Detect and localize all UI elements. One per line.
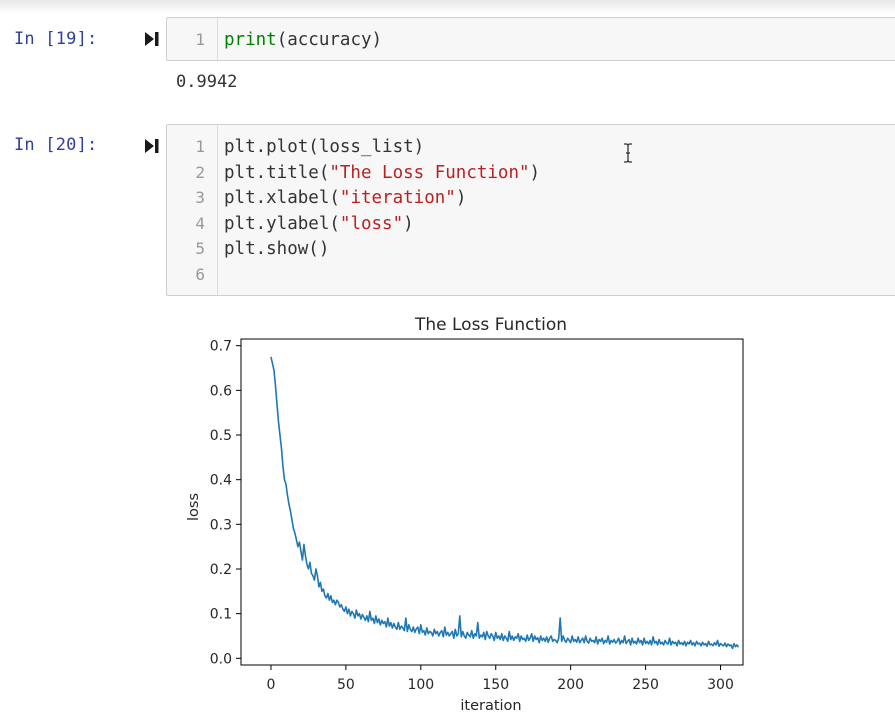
code-string: "iteration" [339,188,456,208]
code-text: plt.plot(loss_list) [224,134,424,160]
run-cell-icon[interactable] [144,31,160,47]
line-number: 1 [195,137,205,156]
input-prompt: In [20]: [14,135,98,155]
code-string: "The Loss Function" [329,162,530,183]
y-tick-label: 0.4 [210,473,232,489]
line-number: 4 [195,213,205,233]
code-cell-input[interactable]: 1 print(accuracy) [166,17,895,61]
y-tick-label: 0.0 [210,651,232,667]
run-cell-icon[interactable] [144,138,160,154]
line-number: 2 [195,162,205,182]
code-token: plt.xlabel( [224,188,340,208]
code-token: ) [403,213,414,234]
x-tick-label: 150 [482,677,509,693]
x-axis-label: iteration [460,698,521,714]
x-tick-label: 0 [267,677,276,693]
y-tick-label: 0.6 [210,383,232,399]
code-cell-input[interactable]: 1 plt.plot(loss_list) 2 plt.title("The Loss… [166,124,895,296]
x-tick-label: 200 [557,677,584,693]
code-string: "loss" [339,213,404,234]
code-keyword: print [224,30,277,50]
x-tick-label: 100 [407,677,434,693]
loss-series-line [270,356,740,650]
x-tick-label: 50 [337,677,355,693]
line-number: 5 [195,239,205,258]
code-token: plt.title( [224,162,330,183]
y-tick-label: 0.7 [210,339,232,355]
y-tick-label: 0.1 [210,607,232,623]
x-tick-label: 250 [632,677,659,693]
input-prompt: In [19]: [14,29,98,49]
code-token: plt.plot(loss_list) [224,137,425,157]
y-axis-label: loss [186,493,202,521]
chart-title: The Loss Function [414,315,567,335]
code-text: plt.ylabel("loss") [224,211,414,237]
line-number: 6 [195,264,205,284]
loss-chart: The Loss Function 0 50 100 150 200 250 300 0.0 0… [186,315,744,714]
x-tick-label: 300 [707,677,734,693]
code-token: ) [455,188,467,208]
line-number-gutter [167,125,218,295]
code-text: print(accuracy) [224,27,382,53]
line-number: 1 [195,30,205,49]
y-tick-label: 0.3 [210,517,232,533]
plot-frame [240,338,744,666]
code-text: plt.show() [224,236,329,262]
code-token: ) [529,162,541,183]
line-number-gutter [167,18,218,60]
text-cursor-icon [624,143,632,163]
toolbar-shadow [0,0,895,14]
code-text: plt.title("The Loss Function") [224,160,540,186]
code-token: (accuracy) [276,30,383,50]
y-tick-label: 0.2 [210,562,232,578]
cell-output: 0.9942 [176,72,238,92]
y-tick-label: 0.5 [210,428,232,444]
code-token: plt.ylabel( [224,213,340,234]
code-token: plt.show() [224,239,330,259]
line-number: 3 [195,188,205,207]
code-text: plt.xlabel("iteration") [224,185,466,211]
